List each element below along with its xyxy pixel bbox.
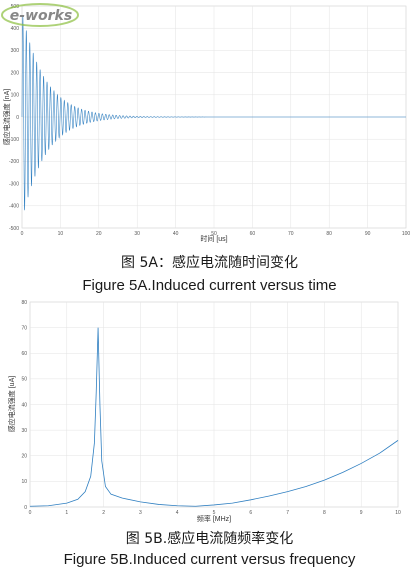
caption-5b-english: Figure 5B.Induced current versus frequen…	[63, 551, 356, 568]
chart-5a-xlabel: 时间 [us]	[200, 234, 227, 243]
chart-5b-xtick-label: 10	[395, 510, 401, 516]
logo-text: e-works	[10, 8, 72, 24]
chart-5b-ytick-label: 50	[21, 377, 27, 383]
chart-5b-xtick-label: 9	[360, 510, 363, 516]
chart-5b-xtick-label: 8	[323, 510, 326, 516]
chart-5b-xlabel: 频率 [MHz]	[197, 514, 231, 523]
chart-5b-xtick-label: 7	[286, 510, 289, 516]
chart-5b-ticks: 0 1 2 3 4 5 6 7 8 9 10 0 10 20 30 40 50 60 70 80	[21, 300, 401, 516]
chart-5a-xtick-label: 60	[250, 231, 256, 237]
chart-5a-xtick-label: 90	[365, 231, 371, 237]
chart-5b-ytick-label: 30	[21, 428, 27, 434]
chart-5a-ytick-label: 400	[11, 26, 20, 32]
chart-5a-ytick-label: -500	[9, 226, 19, 232]
chart-5b-ytick-label: 10	[21, 479, 27, 485]
logo-ring-icon	[1, 3, 79, 27]
chart-5a-ytick-label: -400	[9, 204, 19, 210]
chart-5b-xtick-label: 2	[102, 510, 105, 516]
chart-5a-xtick-label: 70	[288, 231, 294, 237]
caption-5a-english: Figure 5A.Induced current versus time	[82, 277, 337, 294]
chart-5a-ylabel: 感应电流强度 [nA]	[2, 89, 11, 145]
caption-5b-chinese: 图 5B.感应电流随频率变化	[125, 531, 294, 547]
chart-5b-ytick-label: 70	[21, 325, 27, 331]
chart-5b-xtick-label: 6	[249, 510, 252, 516]
chart-5a-series-line	[21, 16, 406, 211]
chart-5a-ytick-label: 200	[11, 70, 20, 76]
chart-5a-xtick-label: 100	[402, 231, 411, 237]
chart-5b-ytick-label: 0	[24, 505, 27, 511]
chart-5a-xtick-label: 40	[173, 231, 179, 237]
caption-5a-chinese: 图 5A：感应电流随时间变化	[121, 255, 298, 271]
chart-5b: 0 1 2 3 4 5 6 7 8 9 10 0 10 20 30 40 50 60 70 80 频率 [MHz] 感…	[7, 300, 401, 523]
chart-5a-xtick-label: 80	[326, 231, 332, 237]
chart-5a-ytick-label: -300	[9, 181, 19, 187]
chart-5a-ytick-label: 0	[16, 115, 19, 121]
chart-5b-ytick-label: 80	[21, 300, 27, 306]
chart-5b-xtick-label: 1	[65, 510, 68, 516]
e-works-logo: e-works	[1, 3, 79, 27]
chart-5b-ytick-label: 20	[21, 454, 27, 460]
chart-5b-ylabel: 感应电流强度 [uA]	[7, 376, 16, 432]
chart-5b-grid	[29, 301, 399, 508]
chart-5a: 0 10 20 30 40 50 60 70 80 90 1005004003002001000-1…	[2, 4, 410, 243]
chart-5b-ytick-label: 40	[21, 402, 27, 408]
chart-5a-xtick-label: 0	[21, 231, 24, 237]
chart-5a-ytick-label: 300	[11, 48, 20, 54]
chart-5b-xtick-label: 0	[29, 510, 32, 516]
chart-5a-ytick-label: -100	[9, 137, 19, 143]
chart-5a-ytick-label: 100	[11, 93, 20, 99]
chart-5a-xtick-label: 50	[211, 231, 217, 237]
chart-5a-ytick-label: -200	[9, 159, 19, 165]
chart-5b-xtick-label: 4	[176, 510, 179, 516]
chart-5b-xtick-label: 5	[213, 510, 216, 516]
chart-5b-xtick-label: 3	[139, 510, 142, 516]
chart-5a-xtick-label: 20	[96, 231, 102, 237]
chart-5b-ytick-label: 60	[21, 351, 27, 357]
chart-5b-series-line	[29, 327, 399, 507]
chart-5a-xtick-label: 30	[134, 231, 140, 237]
chart-5a-xtick-label: 10	[58, 231, 64, 237]
